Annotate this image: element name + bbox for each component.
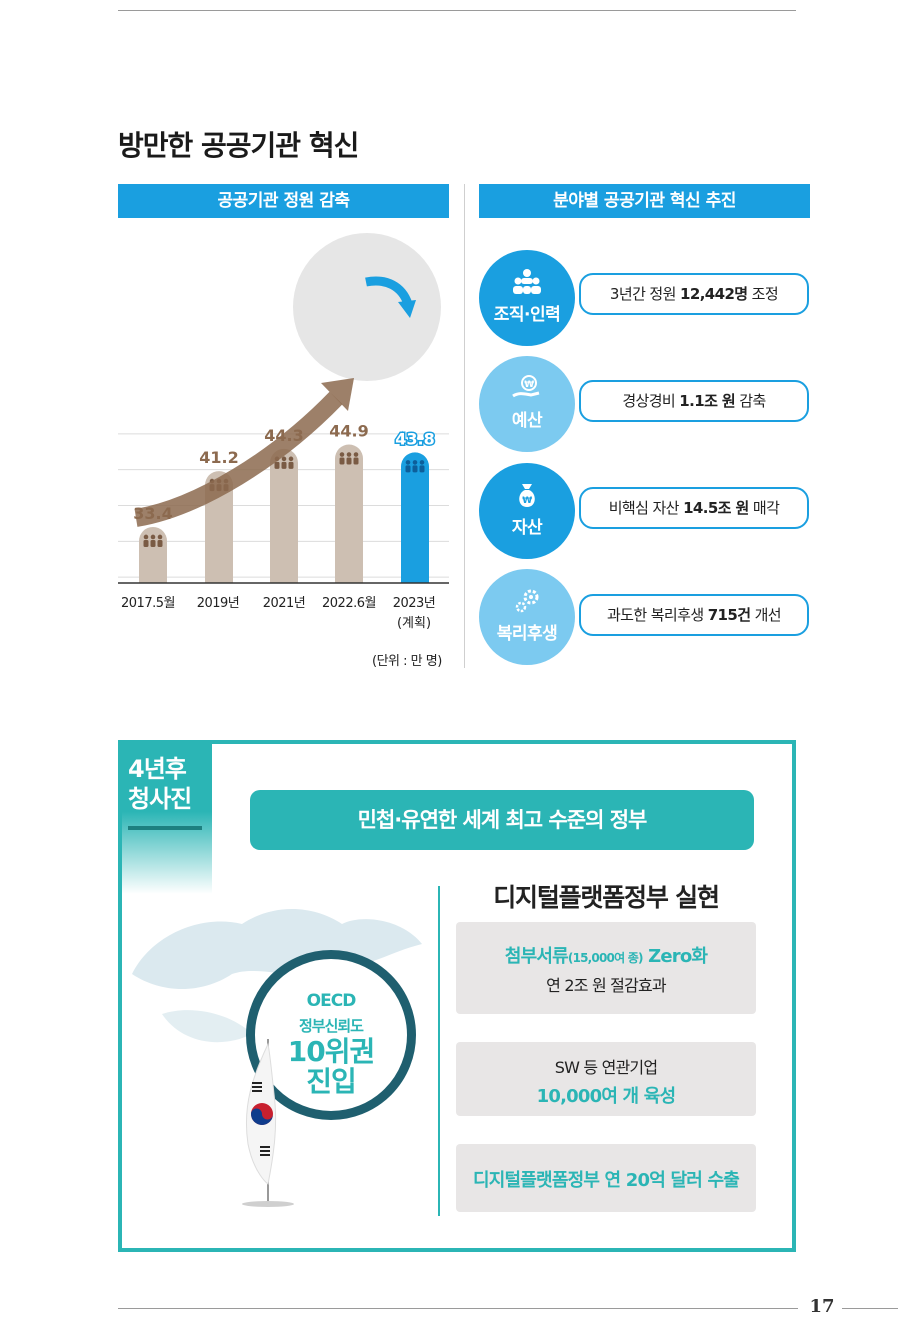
svg-text:₩: ₩: [524, 380, 534, 390]
tag-line: 청사진: [128, 785, 192, 813]
x-label-1: 2019년: [196, 596, 240, 611]
unit-note: (단위 : 만 명): [372, 654, 442, 669]
left-panel-header: 공공기관 정원 감축: [118, 184, 449, 218]
vision-tag-text: 4년후 청사진: [128, 754, 192, 814]
tag-line: 4년후: [128, 755, 187, 783]
pill-text: 조정: [747, 285, 779, 303]
x-label-4: 2023년: [392, 596, 436, 611]
x-label-0: 2017.5월: [121, 596, 175, 611]
pill-text: 과도한 복리후생: [606, 606, 708, 624]
inner-divider: [438, 886, 440, 1216]
paperwork-zero: Zero화: [642, 946, 708, 967]
paperwork-headline: 첨부서류(15,000여 종) Zero화: [456, 922, 756, 968]
export-box: 디지털플랫폼정부 연 20억 달러 수출: [456, 1144, 756, 1212]
digital-platform-title: 디지털플랫폼정부 실현: [493, 883, 720, 912]
top-rule: [118, 10, 796, 11]
org-detail-pill: 3년간 정원 12,442명 조정: [579, 273, 809, 315]
pill-bold: 12,442명: [680, 285, 748, 303]
people-icon: [274, 456, 294, 469]
oecd-badge: OECD 정부신뢰도 10위권 진입: [246, 950, 416, 1120]
bar-base-2: [270, 567, 298, 583]
people-icon: [143, 534, 163, 547]
oecd-rank-line: 10위권: [287, 1035, 376, 1068]
growth-arrowhead: [321, 378, 354, 411]
x-label-3: 2022.6월: [322, 596, 376, 611]
footer-rule-right: [842, 1308, 898, 1309]
bar-3: [335, 444, 363, 583]
value-label-4: 43.8: [395, 429, 434, 448]
category-label: 예산: [511, 411, 543, 431]
pill-text: 매각: [748, 499, 780, 517]
welfare-detail-pill: 과도한 복리후생 715건 개선: [579, 594, 809, 636]
people-icon: [339, 452, 359, 465]
pill-bold: 1.1조 원: [679, 392, 736, 410]
value-label-1: 41.2: [199, 448, 238, 467]
bar-base-0: [139, 567, 167, 583]
export-goal: 디지털플랫폼정부 연 20억 달러 수출: [473, 1170, 740, 1191]
pill-bold: 14.5조 원: [683, 499, 749, 517]
panel-divider: [464, 184, 465, 668]
paperwork-box: 첨부서류(15,000여 종) Zero화 연 2조 원 절감효과: [456, 922, 756, 1014]
hand-coin-icon: ₩: [479, 374, 575, 402]
oecd-line: OECD: [306, 991, 357, 1011]
pill-bold: 715건: [707, 606, 751, 624]
people-icon: [405, 460, 425, 473]
x-label-2: 2021년: [262, 596, 306, 611]
decline-arrow: [365, 276, 413, 306]
category-budget-circle: ₩ 예산: [479, 356, 575, 452]
growth-arrow: [134, 391, 343, 527]
oecd-rank-line: 진입: [306, 1065, 357, 1098]
decline-arrowhead: [398, 300, 416, 318]
x-sublabel-4: (계획): [396, 616, 432, 631]
bar-base-4: [401, 567, 429, 583]
highlight-backdrop: [293, 233, 441, 381]
gears-icon: [479, 587, 575, 615]
paperwork-savings: 연 2조 원 절감효과: [546, 976, 666, 995]
asset-detail-pill: 비핵심 자산 14.5조 원 매각: [579, 487, 809, 529]
category-label: 조직·인력: [493, 305, 561, 325]
sw-companies-goal: 10,000여 개 육성: [536, 1086, 676, 1107]
oecd-rank: 10위권 진입: [255, 1037, 407, 1097]
sw-companies-box: SW 등 연관기업 10,000여 개 육성: [456, 1042, 756, 1116]
budget-detail-pill: 경상경비 1.1조 원 감축: [579, 380, 809, 422]
section-title: 방만한 공공기관 혁신: [118, 129, 359, 162]
value-label-2: 44.3: [264, 426, 303, 445]
oecd-line: 정부신뢰도: [298, 1017, 364, 1035]
bar-2: [270, 448, 298, 583]
world-map-graphic: [132, 909, 422, 1043]
category-org-circle: 조직·인력: [479, 250, 575, 346]
category-asset-circle: ₩ 자산: [479, 463, 575, 559]
svg-text:₩: ₩: [522, 496, 532, 506]
korean-flag-icon: [242, 1039, 294, 1207]
pill-text: 3년간 정원: [609, 285, 681, 303]
pill-text: 개선: [750, 606, 782, 624]
people-group-icon: [479, 268, 575, 296]
bar-base-3: [335, 567, 363, 583]
page-number: 17: [809, 1296, 835, 1317]
paperwork-count: (15,000여 종): [567, 951, 644, 965]
vision-tag: 4년후 청사진: [122, 744, 212, 894]
pill-text: 감축: [735, 392, 766, 410]
right-panel-header: 분야별 공공기관 혁신 추진: [479, 184, 810, 218]
slogan-banner: 민첩·유연한 세계 최고 수준의 정부: [250, 790, 754, 850]
staff-reduction-chart: 33.4 41.2 44.3 44.9 43.8: [118, 233, 449, 584]
pill-text: 경상경비: [622, 392, 680, 410]
vision-box: 4년후 청사진 민첩·유연한 세계 최고 수준의 정부 OECD 정부신뢰도 1…: [118, 740, 796, 1252]
paperwork-text: 첨부서류: [504, 946, 569, 967]
footer-rule: [118, 1308, 798, 1309]
bar-4: [401, 452, 429, 583]
value-label-0: 33.4: [133, 504, 172, 523]
value-label-3: 44.9: [329, 422, 368, 441]
money-bag-icon: ₩: [479, 481, 575, 509]
category-label: 복리후생: [496, 624, 558, 644]
category-label: 자산: [511, 518, 543, 538]
pill-text: 비핵심 자산: [608, 499, 684, 517]
sw-companies-text: SW 등 연관기업: [554, 1058, 658, 1077]
tag-underline: [128, 826, 202, 830]
category-welfare-circle: 복리후생: [479, 569, 575, 665]
bar-base-1: [205, 567, 233, 583]
